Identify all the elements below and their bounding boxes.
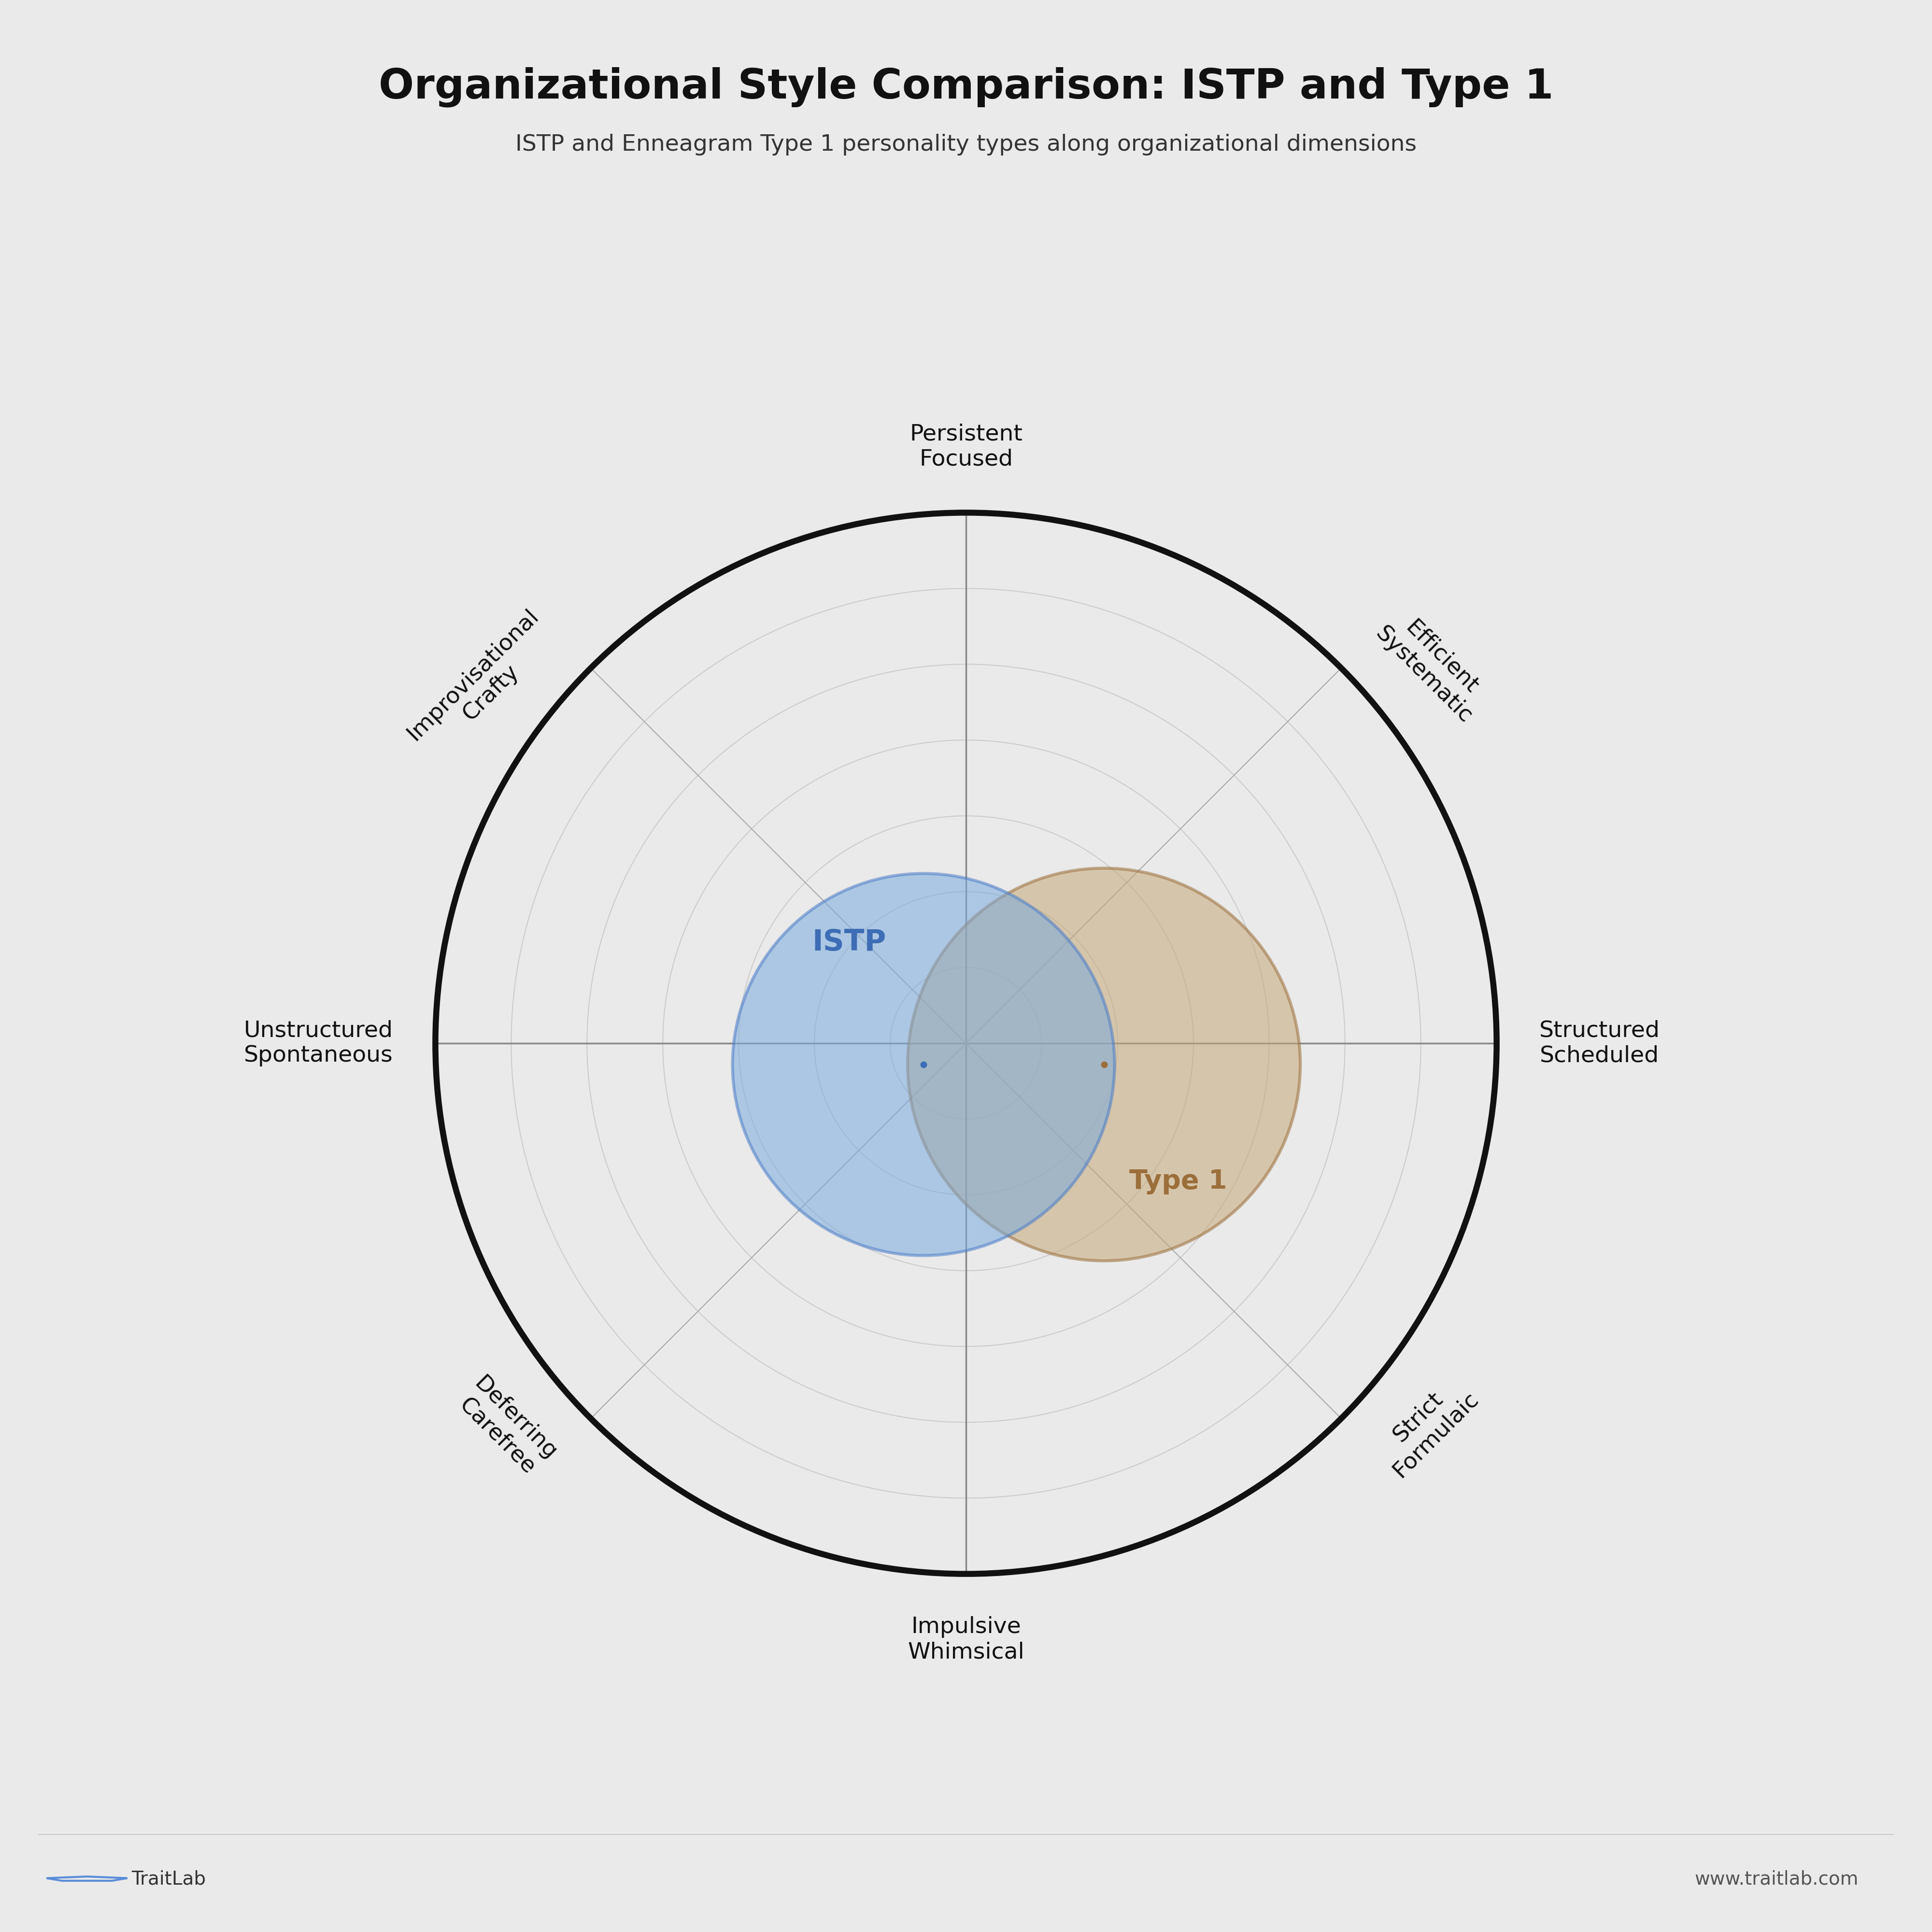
Text: Impulsive
Whimsical: Impulsive Whimsical (908, 1617, 1024, 1663)
Text: Efficient
Systematic: Efficient Systematic (1372, 605, 1493, 728)
Text: ISTP: ISTP (811, 927, 887, 956)
Text: ISTP and Enneagram Type 1 personality types along organizational dimensions: ISTP and Enneagram Type 1 personality ty… (516, 133, 1416, 156)
Text: www.traitlab.com: www.traitlab.com (1694, 1870, 1859, 1888)
Text: TraitLab: TraitLab (131, 1870, 205, 1888)
Text: Type 1: Type 1 (1130, 1169, 1227, 1194)
Circle shape (908, 867, 1300, 1262)
Text: Improvisational
Crafty: Improvisational Crafty (404, 605, 560, 763)
Text: Structured
Scheduled: Structured Scheduled (1540, 1020, 1660, 1066)
Text: Persistent
Focused: Persistent Focused (910, 423, 1022, 469)
Text: Unstructured
Spontaneous: Unstructured Spontaneous (243, 1020, 392, 1066)
Circle shape (732, 873, 1115, 1256)
Text: Deferring
Carefree: Deferring Carefree (452, 1372, 560, 1482)
Text: Strict
Formulaic: Strict Formulaic (1372, 1370, 1484, 1482)
Text: Organizational Style Comparison: ISTP and Type 1: Organizational Style Comparison: ISTP an… (379, 68, 1553, 106)
